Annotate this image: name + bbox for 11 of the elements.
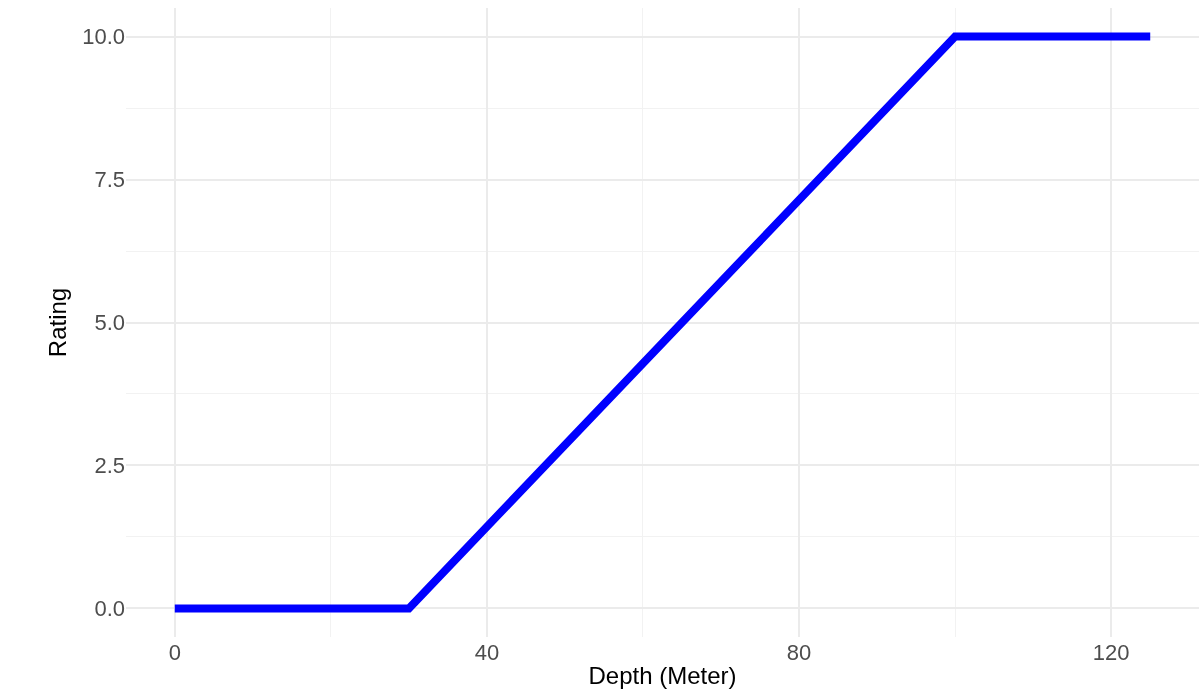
x-tick-label: 40	[474, 640, 500, 665]
x-axis-title: Depth (Meter)	[588, 662, 737, 689]
y-tick-label: 5.0	[94, 310, 125, 336]
y-tick-label: 10.0	[82, 24, 125, 50]
y-tick-label: 7.5	[94, 167, 125, 193]
x-tick-label: 80	[786, 640, 812, 665]
y-axis-title: Rating	[44, 287, 72, 358]
y-tick-label: 2.5	[94, 453, 125, 479]
y-tick-label: 0.0	[94, 596, 125, 622]
x-tick-label: 0	[168, 640, 181, 665]
x-tick-label: 120	[1092, 640, 1130, 665]
